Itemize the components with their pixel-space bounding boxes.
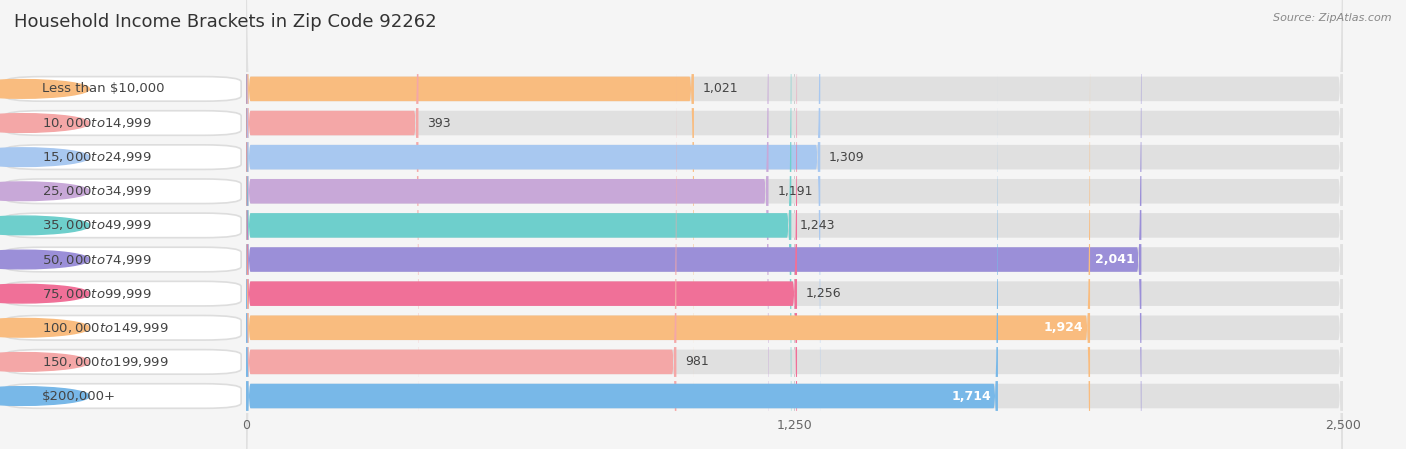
FancyBboxPatch shape (246, 0, 820, 449)
FancyBboxPatch shape (4, 145, 242, 169)
Text: 1,243: 1,243 (800, 219, 835, 232)
FancyBboxPatch shape (4, 247, 242, 272)
FancyBboxPatch shape (4, 350, 242, 374)
Text: $35,000 to $49,999: $35,000 to $49,999 (42, 218, 152, 233)
FancyBboxPatch shape (246, 0, 1343, 449)
Text: 393: 393 (427, 117, 451, 129)
Text: 1,309: 1,309 (830, 151, 865, 163)
Text: $75,000 to $99,999: $75,000 to $99,999 (42, 286, 152, 301)
Circle shape (0, 318, 90, 337)
Text: $25,000 to $34,999: $25,000 to $34,999 (42, 184, 152, 198)
FancyBboxPatch shape (4, 316, 242, 340)
Circle shape (0, 284, 90, 303)
FancyBboxPatch shape (4, 384, 242, 408)
Text: 1,021: 1,021 (703, 83, 738, 95)
FancyBboxPatch shape (246, 33, 1343, 449)
Text: 981: 981 (685, 356, 709, 368)
Circle shape (0, 182, 90, 201)
Circle shape (0, 387, 90, 405)
Circle shape (0, 216, 90, 235)
FancyBboxPatch shape (246, 0, 1090, 449)
Circle shape (0, 148, 90, 167)
FancyBboxPatch shape (246, 0, 1343, 449)
FancyBboxPatch shape (4, 77, 242, 101)
Text: $100,000 to $149,999: $100,000 to $149,999 (42, 321, 169, 335)
FancyBboxPatch shape (4, 213, 242, 238)
Circle shape (0, 250, 90, 269)
Text: $10,000 to $14,999: $10,000 to $14,999 (42, 116, 152, 130)
FancyBboxPatch shape (4, 111, 242, 135)
Circle shape (0, 352, 90, 371)
FancyBboxPatch shape (246, 0, 1343, 449)
FancyBboxPatch shape (246, 0, 1343, 449)
FancyBboxPatch shape (246, 0, 419, 449)
FancyBboxPatch shape (246, 67, 1343, 449)
FancyBboxPatch shape (4, 282, 242, 306)
Text: 1,924: 1,924 (1043, 321, 1084, 334)
FancyBboxPatch shape (246, 0, 1343, 418)
FancyBboxPatch shape (246, 0, 792, 449)
Text: $50,000 to $74,999: $50,000 to $74,999 (42, 252, 152, 267)
Text: $150,000 to $199,999: $150,000 to $199,999 (42, 355, 169, 369)
Text: 1,191: 1,191 (778, 185, 813, 198)
FancyBboxPatch shape (246, 33, 676, 449)
Text: 1,256: 1,256 (806, 287, 841, 300)
Text: $15,000 to $24,999: $15,000 to $24,999 (42, 150, 152, 164)
FancyBboxPatch shape (246, 0, 1343, 449)
Text: Household Income Brackets in Zip Code 92262: Household Income Brackets in Zip Code 92… (14, 13, 437, 31)
FancyBboxPatch shape (246, 0, 769, 449)
FancyBboxPatch shape (246, 0, 1343, 449)
FancyBboxPatch shape (246, 0, 1343, 449)
FancyBboxPatch shape (246, 67, 998, 449)
FancyBboxPatch shape (246, 0, 1142, 449)
Text: Less than $10,000: Less than $10,000 (42, 83, 165, 95)
FancyBboxPatch shape (4, 179, 242, 203)
Text: 2,041: 2,041 (1095, 253, 1135, 266)
Circle shape (0, 79, 90, 98)
Text: Source: ZipAtlas.com: Source: ZipAtlas.com (1274, 13, 1392, 23)
Text: 1,714: 1,714 (952, 390, 991, 402)
Circle shape (0, 114, 90, 132)
FancyBboxPatch shape (246, 0, 797, 449)
Text: $200,000+: $200,000+ (42, 390, 115, 402)
FancyBboxPatch shape (246, 0, 695, 418)
